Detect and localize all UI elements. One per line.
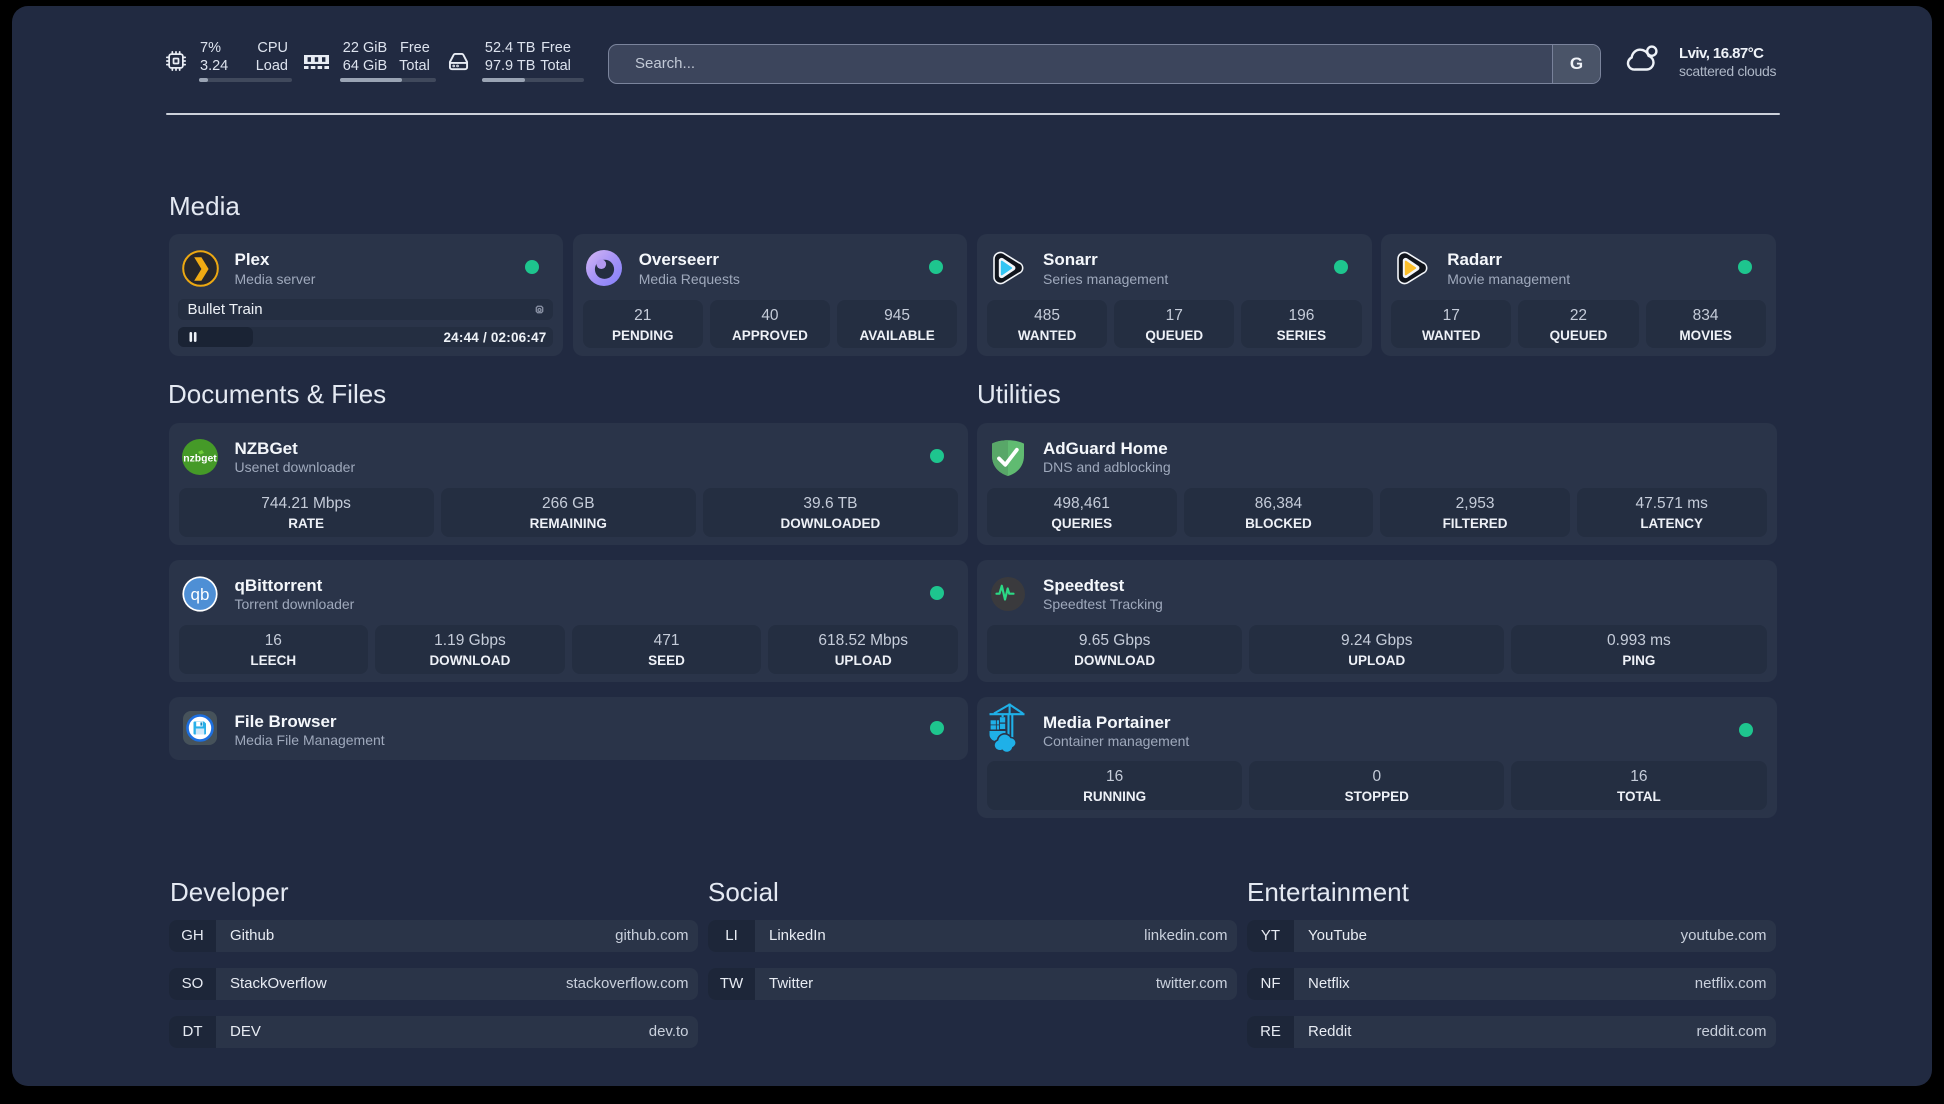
- svg-text:qb: qb: [190, 585, 209, 604]
- svg-text:nzbget: nzbget: [183, 453, 217, 464]
